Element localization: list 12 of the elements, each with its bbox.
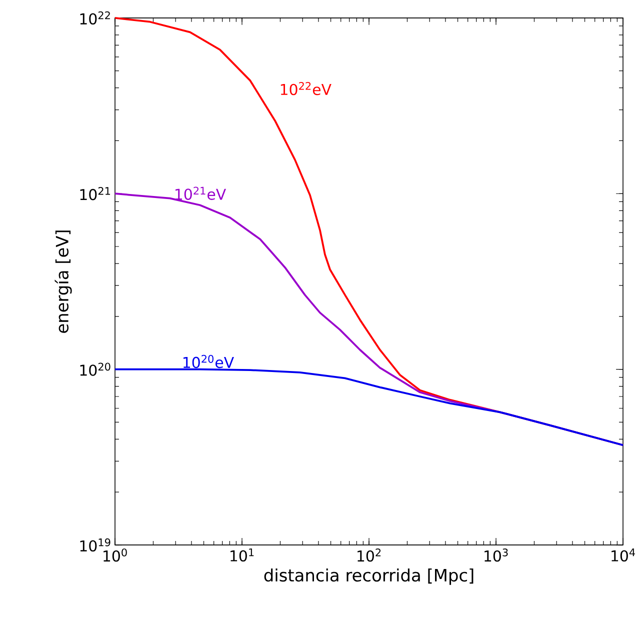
series-label: 10$^{20}$eV: [183, 354, 234, 368]
y-axis-title: energía [eV]: [54, 230, 72, 333]
series-label: 10$^{22}$eV: [280, 82, 332, 96]
series-label: 10$^{21}$eV: [176, 186, 226, 200]
x-tick-label: 10$^{1}$: [230, 548, 254, 562]
x-tick-label: 10$^{4}$: [612, 548, 635, 562]
y-tick-label: 10$^{22}$: [80, 11, 110, 25]
y-tick-label: 10$^{21}$: [80, 187, 110, 200]
x-axis-title: distancia recorrida [Mpc]: [264, 568, 474, 585]
x-tick-label: 10$^{2}$: [358, 548, 381, 562]
x-tick-label: 10$^{3}$: [484, 548, 508, 562]
y-tick-label: 10$^{20}$: [80, 362, 110, 376]
